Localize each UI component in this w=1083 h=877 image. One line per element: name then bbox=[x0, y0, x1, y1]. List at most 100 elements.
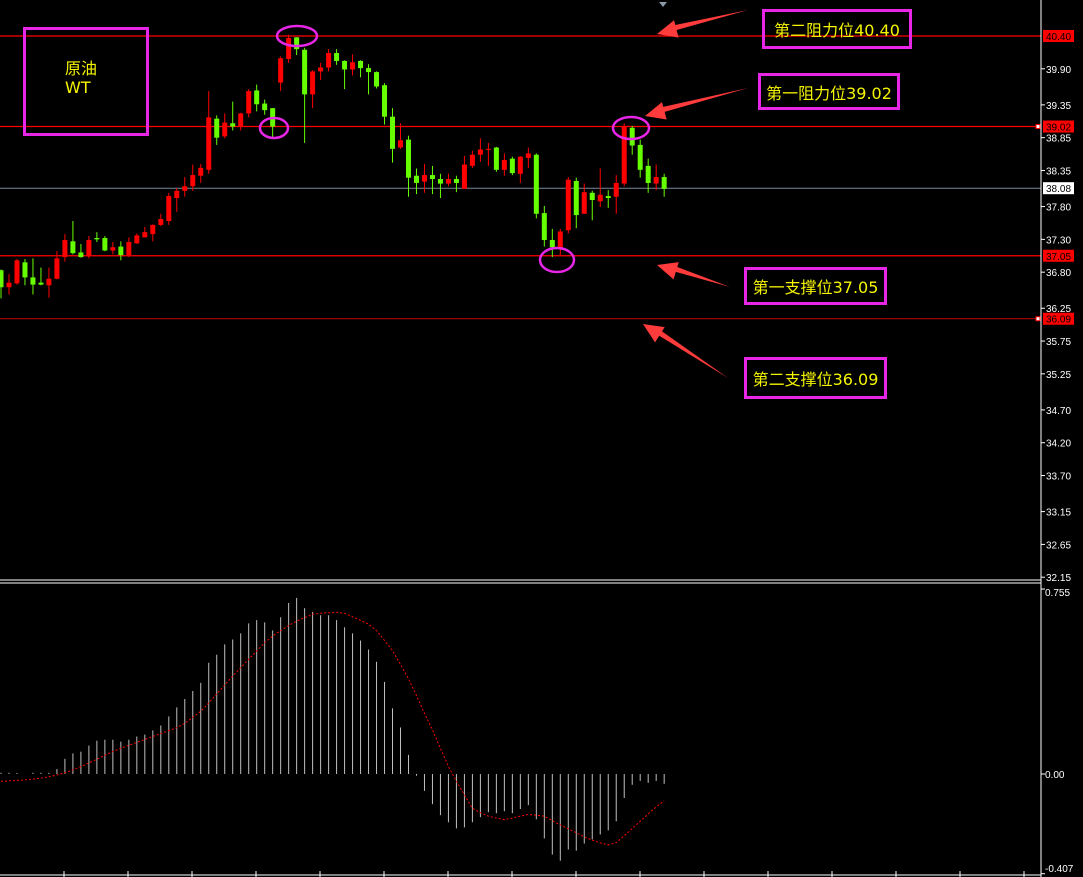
bull-candle bbox=[166, 196, 172, 221]
bull-candle bbox=[6, 282, 12, 288]
bull-candle bbox=[278, 58, 284, 83]
bull-candle bbox=[222, 122, 228, 137]
highlight-circle bbox=[611, 115, 651, 141]
bull-candle bbox=[190, 175, 196, 187]
bull-candle bbox=[485, 148, 491, 150]
bull-candle bbox=[182, 186, 188, 191]
bear-candle bbox=[366, 68, 372, 73]
bear-candle bbox=[405, 139, 411, 178]
price-tick-label: 37.30 bbox=[1046, 235, 1071, 246]
level-lines bbox=[0, 35, 1041, 320]
price-tick-label: 39.35 bbox=[1046, 101, 1071, 112]
bear-candle bbox=[589, 192, 595, 200]
bear-candle bbox=[358, 60, 364, 69]
bear-candle bbox=[38, 282, 44, 285]
bear-candle bbox=[302, 49, 308, 95]
bear-candle bbox=[342, 60, 348, 70]
bear-candle bbox=[541, 213, 547, 241]
price-tick-label: 38.85 bbox=[1046, 134, 1071, 145]
bear-candle bbox=[629, 127, 635, 146]
instrument-code: WT bbox=[65, 78, 91, 97]
bear-candle bbox=[94, 238, 100, 240]
bear-candle bbox=[429, 175, 435, 180]
macd-tick-label: 0.00 bbox=[1045, 770, 1065, 781]
bear-candle bbox=[637, 144, 643, 170]
bear-candle bbox=[533, 154, 539, 214]
price-tick-label: 32.65 bbox=[1046, 540, 1071, 551]
level-price-tag bbox=[1043, 120, 1074, 133]
bull-candle bbox=[469, 154, 475, 166]
price-tick-label: 35.75 bbox=[1046, 337, 1071, 348]
annotation-marks bbox=[258, 10, 748, 378]
bear-candle bbox=[413, 175, 419, 183]
level-price-label: 37.05 bbox=[1046, 252, 1071, 263]
level-price-tag bbox=[1043, 30, 1074, 42]
price-tick-label: 33.70 bbox=[1046, 472, 1071, 483]
bull-candle bbox=[126, 241, 132, 256]
bear-candle bbox=[390, 116, 396, 149]
instrument-label-box: 原油 WT bbox=[23, 27, 149, 136]
bull-candle bbox=[158, 219, 164, 225]
bull-candle bbox=[653, 177, 659, 184]
price-tick-label: 32.15 bbox=[1046, 573, 1071, 584]
bull-candle bbox=[525, 153, 531, 159]
bear-candle bbox=[493, 147, 499, 170]
bull-candle bbox=[613, 182, 619, 197]
bull-candle bbox=[477, 149, 483, 155]
chart-shift-marker-icon bbox=[659, 2, 667, 7]
current-price-label: 38.08 bbox=[1046, 184, 1071, 195]
bear-candle bbox=[30, 277, 36, 285]
annotation-resistance-2: 第二阻力位40.40 bbox=[762, 9, 912, 49]
highlight-circle bbox=[258, 116, 290, 140]
bear-candle bbox=[254, 90, 260, 105]
bear-candle bbox=[605, 196, 611, 199]
price-tick-label: 35.25 bbox=[1046, 370, 1071, 381]
price-tick-label: 36.80 bbox=[1046, 268, 1071, 279]
bear-candle bbox=[230, 123, 236, 127]
annotation-resistance-1: 第一阻力位39.02 bbox=[758, 73, 900, 110]
macd-signal-line bbox=[0, 611, 665, 846]
bear-candle bbox=[118, 246, 124, 256]
bull-candle bbox=[461, 164, 467, 189]
bull-candle bbox=[350, 62, 356, 70]
bull-candle bbox=[421, 175, 427, 182]
price-tick-label: 39.90 bbox=[1046, 65, 1071, 76]
price-tick-label: 34.20 bbox=[1046, 439, 1071, 450]
bull-candle bbox=[62, 240, 68, 258]
instrument-name: 原油 bbox=[65, 59, 98, 78]
macd-tick-label: -0.407 bbox=[1045, 864, 1074, 875]
price-tick-label: 33.15 bbox=[1046, 508, 1071, 519]
bull-candle bbox=[238, 113, 244, 127]
annotation-support-1: 第一支撑位37.05 bbox=[744, 267, 887, 305]
highlight-circle bbox=[275, 24, 319, 48]
bear-candle bbox=[262, 103, 268, 111]
current-price-tag bbox=[1043, 182, 1074, 195]
arrow-icon bbox=[657, 10, 748, 38]
bear-candle bbox=[382, 85, 388, 117]
price-tick-label: 34.70 bbox=[1046, 406, 1071, 417]
bull-candle bbox=[46, 278, 52, 286]
bull-candle bbox=[318, 67, 324, 72]
bear-candle bbox=[294, 37, 300, 50]
bear-candle bbox=[70, 241, 76, 254]
level-marker-icon bbox=[1035, 124, 1041, 130]
bull-candle bbox=[597, 194, 603, 202]
bull-candle bbox=[310, 71, 316, 95]
bull-candle bbox=[517, 156, 523, 174]
bull-candle bbox=[14, 260, 20, 284]
bull-candle bbox=[206, 117, 212, 170]
highlight-circle bbox=[538, 246, 576, 274]
bull-candle bbox=[565, 179, 571, 231]
bull-candle bbox=[110, 247, 116, 251]
bull-candle bbox=[581, 192, 587, 214]
macd-tick-label: 0.755 bbox=[1045, 588, 1070, 599]
price-tick-label: 38.35 bbox=[1046, 166, 1071, 177]
bear-candle bbox=[437, 179, 443, 184]
bull-candle bbox=[445, 179, 451, 184]
bull-candle bbox=[398, 140, 403, 148]
level-marker-icon bbox=[1035, 316, 1041, 322]
price-tick-label: 37.80 bbox=[1046, 203, 1071, 214]
bear-candle bbox=[374, 72, 380, 87]
